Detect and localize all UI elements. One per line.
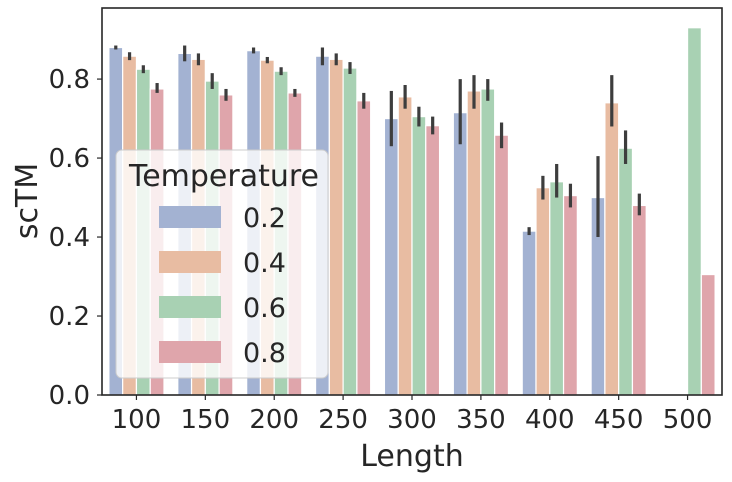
y-tick-label: 0.6 bbox=[49, 144, 90, 174]
legend-label-0.2: 0.2 bbox=[243, 203, 286, 234]
bar-300-temp-0.2 bbox=[383, 117, 399, 396]
legend-swatch-0.6 bbox=[159, 296, 221, 318]
legend-entries: 0.2 0.4 0.6 0.8 bbox=[159, 203, 286, 369]
bar-450-temp-0.6 bbox=[618, 147, 634, 396]
legend-swatch-0.4 bbox=[159, 251, 221, 273]
bar-250-temp-0.6 bbox=[342, 67, 358, 396]
x-axis-label: Length bbox=[360, 439, 463, 474]
bar-300-temp-0.4 bbox=[397, 96, 413, 396]
legend-swatch-0.8 bbox=[159, 341, 221, 363]
y-tick-label: 0.0 bbox=[49, 381, 90, 411]
bar-400-temp-0.8 bbox=[562, 194, 578, 396]
x-tick-label: 150 bbox=[181, 405, 231, 435]
x-tick-label: 500 bbox=[663, 405, 713, 435]
legend-swatch-0.2 bbox=[159, 206, 221, 228]
y-ticks-layer: 0.0 0.2 0.4 0.6 0.8 bbox=[49, 65, 102, 411]
legend: Temperature 0.2 0.4 0.6 0.8 bbox=[115, 149, 329, 379]
bar-350-temp-0.2 bbox=[452, 112, 468, 396]
y-axis-label: scTM bbox=[10, 163, 45, 239]
error-bars-layer bbox=[114, 45, 641, 238]
legend-label-0.8: 0.8 bbox=[243, 338, 286, 369]
bar-400-temp-0.6 bbox=[549, 181, 565, 396]
legend-label-0.6: 0.6 bbox=[243, 293, 286, 324]
x-tick-label: 400 bbox=[525, 405, 575, 435]
x-tick-label: 350 bbox=[456, 405, 506, 435]
bar-450-temp-0.4 bbox=[604, 102, 620, 396]
bar-400-temp-0.2 bbox=[521, 230, 537, 396]
legend-title: Temperature bbox=[128, 159, 319, 194]
y-tick-label: 0.2 bbox=[49, 302, 90, 332]
x-tick-label: 450 bbox=[594, 405, 644, 435]
bar-250-temp-0.4 bbox=[328, 58, 344, 396]
x-tick-label: 250 bbox=[318, 405, 368, 435]
bar-300-temp-0.6 bbox=[411, 115, 427, 396]
bar-350-temp-0.6 bbox=[480, 88, 496, 396]
bar-350-temp-0.4 bbox=[466, 90, 482, 396]
x-ticks-layer: 100 150 200 250 300 350 400 450 500 bbox=[112, 395, 713, 435]
bar-250-temp-0.8 bbox=[356, 100, 372, 396]
legend-label-0.4: 0.4 bbox=[243, 248, 286, 279]
bar-400-temp-0.4 bbox=[535, 187, 551, 396]
bar-500-temp-0.6 bbox=[686, 27, 702, 396]
bar-300-temp-0.8 bbox=[425, 125, 441, 396]
x-tick-label: 100 bbox=[112, 405, 162, 435]
bar-450-temp-0.8 bbox=[631, 204, 647, 396]
bar-350-temp-0.8 bbox=[494, 134, 510, 396]
bar-500-temp-0.8 bbox=[700, 273, 716, 396]
y-tick-label: 0.4 bbox=[49, 223, 90, 253]
y-tick-label: 0.8 bbox=[49, 65, 90, 95]
x-tick-label: 300 bbox=[387, 405, 437, 435]
x-tick-label: 200 bbox=[249, 405, 299, 435]
